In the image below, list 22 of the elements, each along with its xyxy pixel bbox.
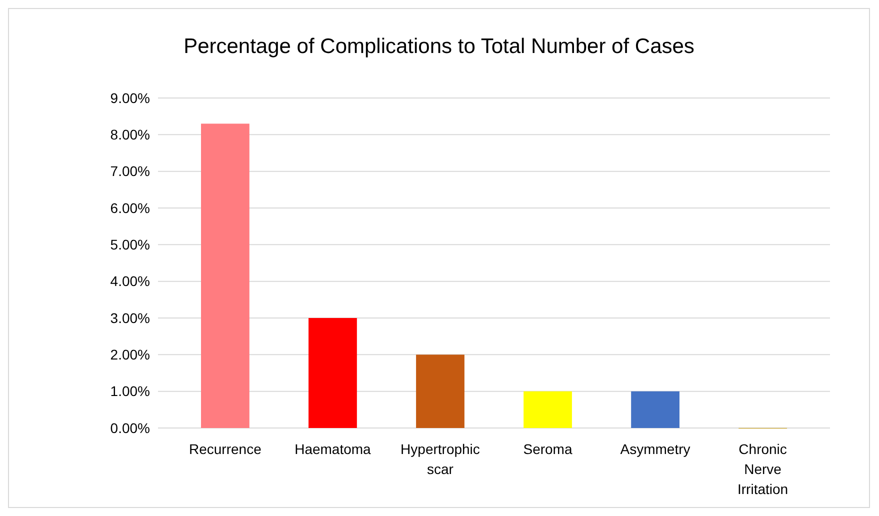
y-tick-label: 5.00%: [110, 236, 150, 253]
y-tick-label: 6.00%: [110, 200, 150, 216]
y-tick-label: 8.00%: [110, 126, 150, 143]
x-tick-label: Hypertrophic scar: [400, 441, 480, 477]
bar: [201, 124, 250, 428]
y-tick-label: 4.00%: [110, 273, 150, 290]
x-tick-label: Recurrence: [189, 441, 262, 457]
bar: [524, 391, 572, 428]
bar: [631, 391, 680, 428]
bar: [308, 318, 357, 428]
y-tick-label: 9.00%: [110, 90, 150, 106]
y-tick-label: 7.00%: [110, 163, 150, 180]
y-tick-label: 1.00%: [110, 383, 150, 400]
y-tick-label: 3.00%: [110, 310, 150, 326]
x-tick-label: Haematoma: [294, 441, 372, 457]
x-tick-label: Chronic Nerve Irritation: [738, 441, 788, 497]
chart-title: Percentage of Complications to Total Number of Cases: [184, 35, 694, 58]
y-tick-label: 0.00%: [110, 420, 150, 436]
y-tick-label: 2.00%: [110, 346, 150, 363]
x-tick-label: Asymmetry: [620, 441, 690, 457]
bar: [416, 354, 464, 428]
x-tick-label: Seroma: [523, 441, 572, 457]
